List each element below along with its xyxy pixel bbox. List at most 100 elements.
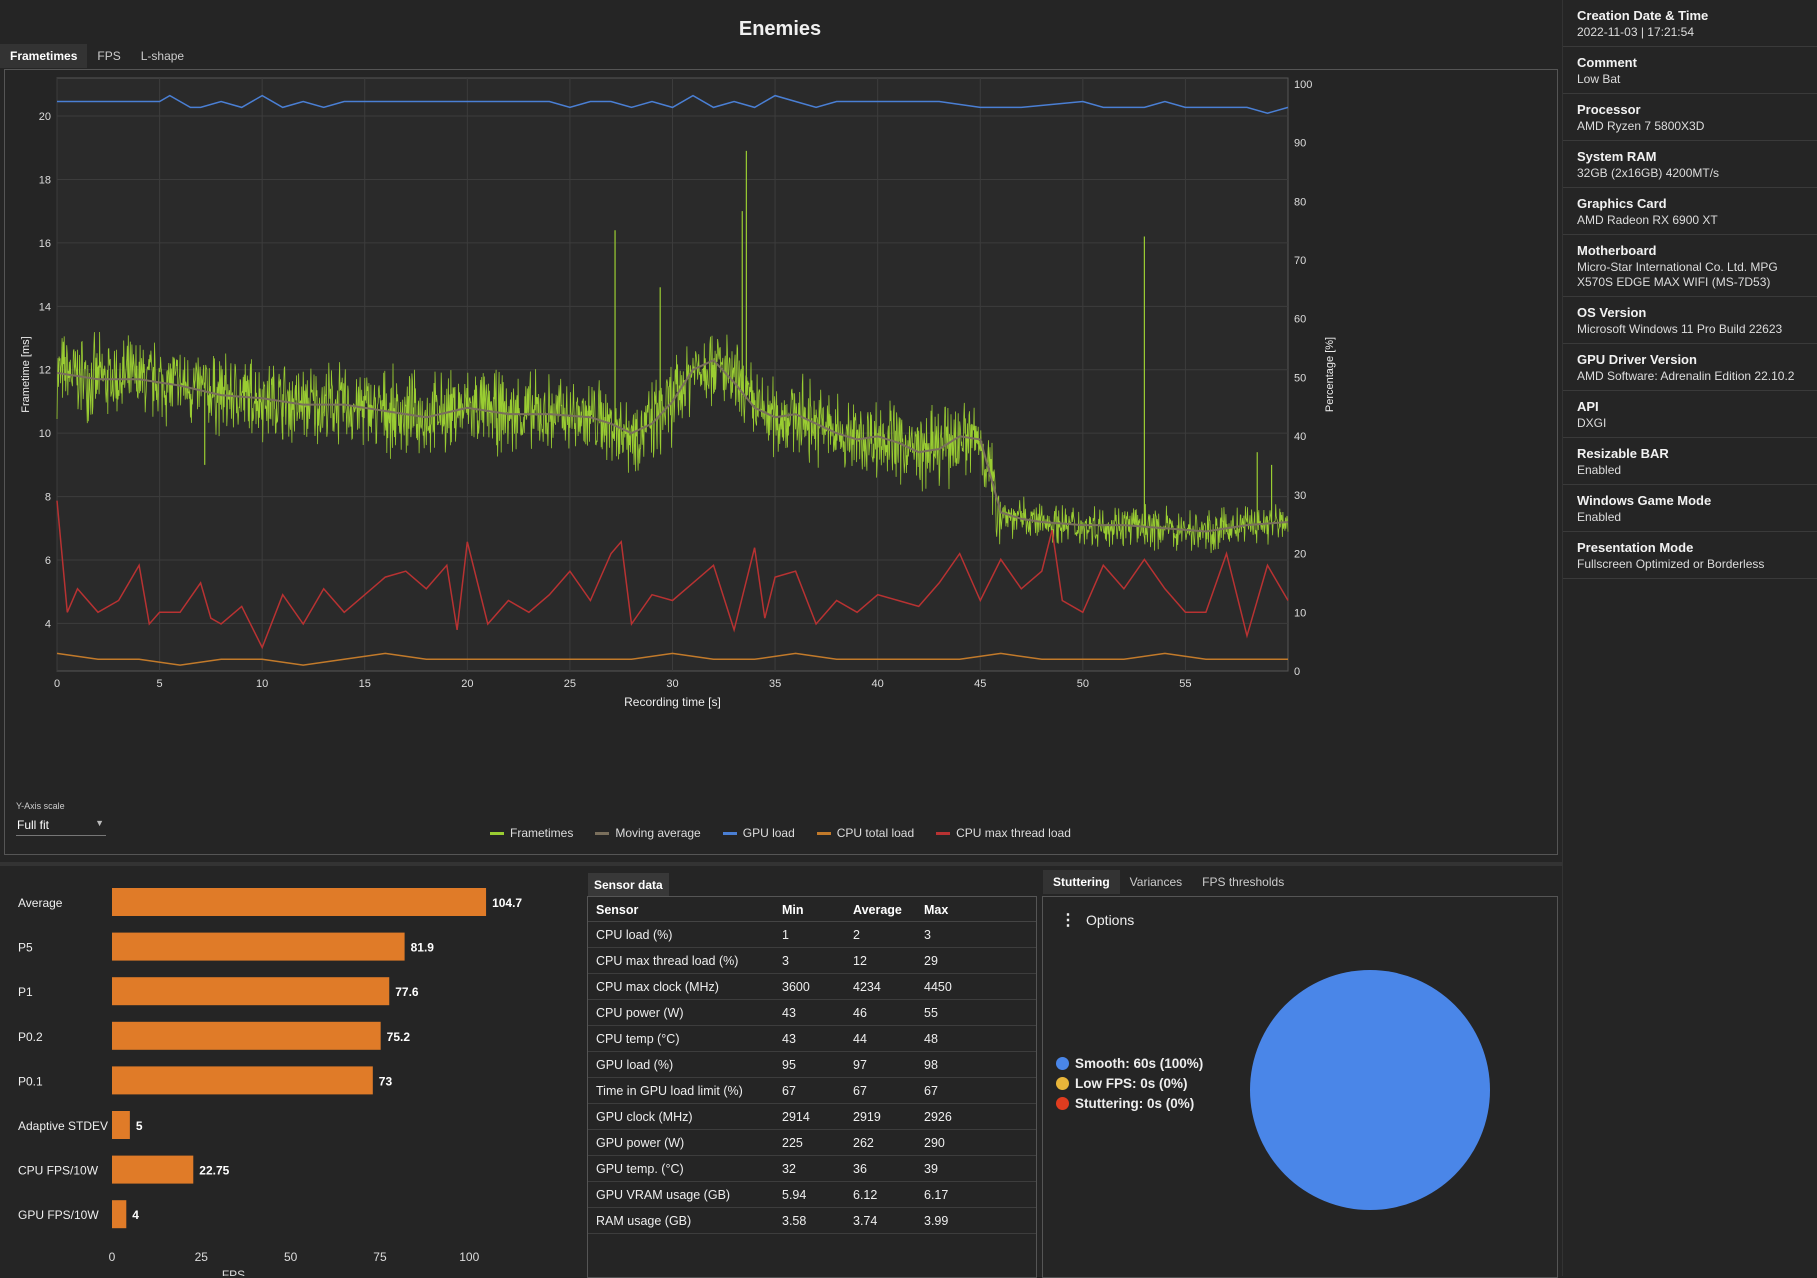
y-axis-scale-select[interactable]: Full fit ▼ bbox=[16, 814, 106, 836]
tab-fps-thresholds[interactable]: FPS thresholds bbox=[1202, 875, 1285, 889]
frametime-chart[interactable]: 0 5 10 15 20 25 30 35 40 45 50 55 4 6 8 10 12 14 16 18 20 0 10… bbox=[5, 70, 1557, 854]
column-header-min[interactable]: Min bbox=[774, 897, 845, 922]
y2-tick-label: 30 bbox=[1294, 490, 1306, 502]
table-cell: 3 bbox=[774, 947, 845, 974]
table-cell: Time in GPU load limit (%) bbox=[588, 1077, 774, 1104]
table-cell: 29 bbox=[916, 947, 1036, 974]
bar bbox=[112, 888, 487, 916]
x-tick-label: 55 bbox=[1179, 678, 1191, 690]
y2-tick-label: 0 bbox=[1294, 666, 1300, 678]
column-header-sensor[interactable]: Sensor bbox=[588, 897, 774, 922]
tab-frametimes[interactable]: Frametimes bbox=[0, 44, 88, 68]
bar-value-label: 81.9 bbox=[411, 941, 435, 955]
legend-item-gpu-load[interactable]: GPU load bbox=[722, 826, 795, 840]
bar-value-label: 4 bbox=[132, 1208, 139, 1222]
x-tick-label: 40 bbox=[872, 678, 884, 690]
table-row[interactable]: Time in GPU load limit (%) 67 67 67 bbox=[588, 1077, 1036, 1104]
info-label: Motherboard bbox=[1577, 243, 1657, 258]
tab-stuttering[interactable]: Stuttering bbox=[1043, 870, 1120, 894]
tab-l-shape[interactable]: L-shape bbox=[140, 49, 185, 63]
y-tick-label: 18 bbox=[39, 174, 51, 186]
table-cell: 3600 bbox=[774, 973, 845, 1000]
column-header-average[interactable]: Average bbox=[845, 897, 916, 922]
table-row[interactable]: GPU VRAM usage (GB) 5.94 6.12 6.17 bbox=[588, 1181, 1036, 1208]
legend-item-frametimes[interactable]: Frametimes bbox=[490, 826, 573, 840]
legend-item-cpu-max-thread-load[interactable]: CPU max thread load bbox=[936, 826, 1071, 840]
table-row[interactable]: GPU power (W) 225 262 290 bbox=[588, 1129, 1036, 1156]
column-header-max[interactable]: Max bbox=[916, 897, 1036, 922]
info-value[interactable]: 32GB (2x16GB) 4200MT/s bbox=[1577, 166, 1720, 180]
bar-value-label: 73 bbox=[379, 1074, 393, 1088]
x-tick-label: 5 bbox=[157, 678, 163, 690]
table-row[interactable]: RAM usage (GB) 3.58 3.74 3.99 bbox=[588, 1207, 1036, 1234]
table-row[interactable]: CPU max thread load (%) 3 12 29 bbox=[588, 947, 1036, 974]
tab-variances[interactable]: Variances bbox=[1129, 875, 1183, 889]
bar bbox=[112, 1021, 381, 1050]
table-cell: CPU max thread load (%) bbox=[588, 947, 774, 974]
y-axis-scale-value: Full fit bbox=[17, 818, 50, 832]
y-tick-label: 14 bbox=[39, 301, 51, 313]
table-cell: 3.74 bbox=[845, 1207, 916, 1234]
info-value[interactable]: Microsoft Windows 11 Pro Build 22623 bbox=[1577, 322, 1783, 336]
table-row[interactable]: CPU load (%) 1 2 3 bbox=[588, 921, 1036, 948]
legend-swatch bbox=[490, 831, 504, 835]
table-row[interactable]: GPU temp. (°C) 32 36 39 bbox=[588, 1155, 1036, 1182]
y-tick-label: 12 bbox=[39, 365, 51, 377]
bar-x-tick-label: 25 bbox=[195, 1250, 209, 1264]
table-cell: 2 bbox=[845, 921, 916, 948]
x-axis-label: Recording time [s] bbox=[624, 695, 721, 709]
info-value[interactable]: 2022-11-03 | 17:21:54 bbox=[1577, 25, 1694, 39]
x-tick-label: 10 bbox=[256, 678, 268, 690]
pie-legend: Smooth: 60s (100%) Low FPS: 0s (0%) Stut… bbox=[1056, 1056, 1203, 1116]
table-cell: GPU VRAM usage (GB) bbox=[588, 1181, 774, 1208]
table-cell: 46 bbox=[845, 999, 916, 1026]
sensor-table: Sensor Min Average Max CPU load (%) 1 2 3 CP… bbox=[588, 897, 1036, 1234]
y2-tick-label: 80 bbox=[1294, 196, 1306, 208]
frametime-chart-panel: 0 5 10 15 20 25 30 35 40 45 50 55 4 6 8 10 12 14 16 18 20 0 10… bbox=[4, 69, 1558, 855]
table-row[interactable]: CPU temp (°C) 43 44 48 bbox=[588, 1025, 1036, 1052]
legend-swatch bbox=[936, 831, 951, 835]
pie-legend-item: Smooth: 60s (100%) bbox=[1056, 1056, 1203, 1071]
table-row[interactable]: GPU clock (MHz) 2914 2919 2926 bbox=[588, 1103, 1036, 1130]
info-label: Creation Date & Time bbox=[1577, 8, 1709, 23]
table-cell: GPU temp. (°C) bbox=[588, 1155, 774, 1182]
table-row[interactable]: GPU load (%) 95 97 98 bbox=[588, 1051, 1036, 1078]
legend-item-moving-average[interactable]: Moving average bbox=[595, 826, 701, 840]
page-title: Enemies bbox=[738, 18, 822, 40]
tab-sensor-data[interactable]: Sensor data bbox=[588, 873, 669, 897]
info-value[interactable]: AMD Software: Adrenalin Edition 22.10.2 bbox=[1577, 369, 1795, 383]
info-value[interactable]: Enabled bbox=[1577, 463, 1622, 477]
table-cell: 67 bbox=[916, 1077, 1036, 1104]
bar-category-label: GPU FPS/10W bbox=[18, 1208, 99, 1222]
stutter-tabs: Stuttering Variances FPS thresholds bbox=[1043, 870, 1294, 894]
options-button[interactable]: ⋮ Options bbox=[1060, 910, 1134, 930]
pie-legend-item: Low FPS: 0s (0%) bbox=[1056, 1076, 1203, 1091]
info-value[interactable]: Low Bat bbox=[1577, 72, 1621, 86]
info-value[interactable]: Enabled bbox=[1577, 510, 1622, 524]
table-cell: 1 bbox=[774, 921, 845, 948]
legend-swatch bbox=[1056, 1077, 1069, 1090]
table-cell: 48 bbox=[916, 1025, 1036, 1052]
info-value[interactable]: AMD Ryzen 7 5800X3D bbox=[1577, 119, 1705, 133]
sensor-table-panel: Sensor Min Average Max CPU load (%) 1 2 3 CP… bbox=[587, 896, 1037, 1278]
legend-swatch bbox=[722, 831, 737, 835]
x-tick-label: 50 bbox=[1077, 678, 1089, 690]
stutter-pie-chart bbox=[1250, 970, 1490, 1210]
info-value[interactable]: AMD Radeon RX 6900 XT bbox=[1577, 213, 1718, 227]
frametimes-line bbox=[56, 331, 1289, 554]
table-row[interactable]: CPU max clock (MHz) 3600 4234 4450 bbox=[588, 973, 1036, 1000]
info-item: System RAM 32GB (2x16GB) 4200MT/s bbox=[1563, 141, 1817, 188]
legend-item-cpu-total-load[interactable]: CPU total load bbox=[816, 826, 914, 840]
gpu-load-line bbox=[57, 94, 1289, 114]
info-value[interactable]: Micro-Star International Co. Ltd. MPG X5… bbox=[1577, 260, 1778, 289]
table-cell: GPU load (%) bbox=[588, 1051, 774, 1078]
info-value[interactable]: DXGI bbox=[1577, 416, 1607, 430]
table-cell: 4234 bbox=[845, 973, 916, 1000]
x-tick-label: 25 bbox=[564, 678, 576, 690]
x-tick-label: 15 bbox=[359, 678, 371, 690]
info-value[interactable]: Fullscreen Optimized or Borderless bbox=[1577, 557, 1765, 571]
bar-x-tick-label: 100 bbox=[459, 1250, 479, 1264]
tab-fps[interactable]: FPS bbox=[97, 49, 121, 63]
info-item: Graphics Card AMD Radeon RX 6900 XT bbox=[1563, 188, 1817, 235]
table-row[interactable]: CPU power (W) 43 46 55 bbox=[588, 999, 1036, 1026]
